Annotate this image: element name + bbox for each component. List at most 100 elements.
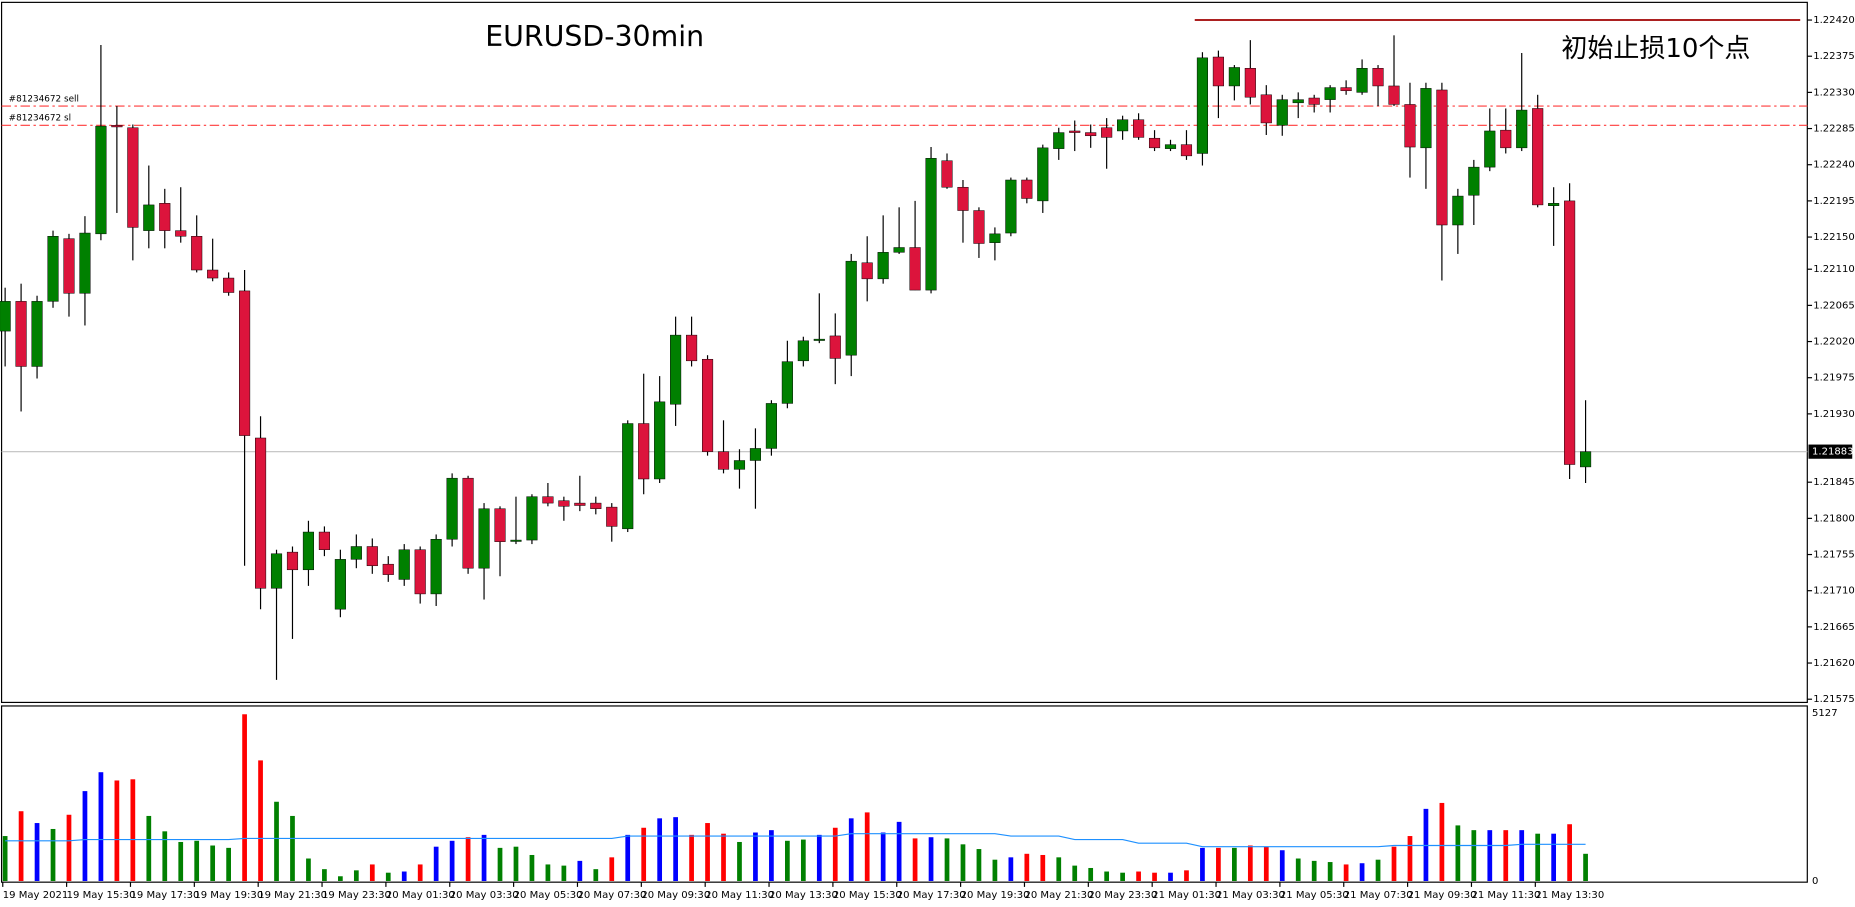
volume-bar (928, 837, 934, 881)
candle-body (717, 451, 730, 470)
x-tick-label: 19 May 23:30 (322, 890, 391, 901)
volume-bar (1104, 871, 1110, 881)
volume-bar (673, 817, 678, 881)
candle-body (191, 236, 203, 271)
volume-bar (944, 838, 950, 881)
x-tick-label: 20 May 11:30 (705, 890, 774, 901)
volume-bar (625, 834, 631, 881)
volume-bar (210, 845, 216, 881)
y-tick-label: 5127 (1812, 708, 1838, 719)
last-price-box (1808, 444, 1853, 459)
volume-bar (1487, 830, 1493, 881)
y-tick-label: 1.21710 (1813, 586, 1855, 597)
candle-body (1468, 166, 1480, 196)
candle-body (286, 551, 299, 571)
volume-bar (1311, 860, 1317, 881)
candle-body (558, 500, 570, 507)
volume-bar (1535, 833, 1541, 881)
x-tick-label: 19 May 17:30 (130, 890, 199, 901)
volume-bar (705, 823, 710, 881)
volume-bar (1583, 853, 1588, 881)
volume-bar (737, 841, 742, 881)
candle-body (1388, 85, 1400, 105)
volume-bar (545, 864, 551, 881)
volume-bar (785, 840, 790, 881)
candle-body (542, 496, 554, 504)
volume-bar (497, 847, 503, 881)
x-tick-label: 19 May 15:30 (67, 890, 136, 901)
y-tick-label: 1.22240 (1813, 160, 1855, 171)
y-tick-label: 1.21800 (1813, 513, 1855, 524)
volume-bar (689, 834, 694, 881)
volume-bar (1263, 846, 1269, 881)
volume-bar (609, 857, 615, 881)
candle-body (270, 553, 283, 589)
candle-body (1548, 203, 1560, 206)
chart-title: EURUSD-30min (485, 20, 704, 53)
candle-body (1037, 147, 1049, 202)
volume-bar (1567, 824, 1572, 881)
candle-body (159, 203, 171, 231)
volume-bar (1455, 825, 1461, 881)
candle-body (654, 401, 666, 480)
volume-bar (274, 801, 279, 881)
candle-body (1324, 87, 1336, 100)
volume-bar (1471, 830, 1477, 881)
volume-bar (1247, 845, 1253, 881)
volume-bar (465, 837, 471, 881)
volume-bar (1072, 865, 1078, 881)
volume-bar (82, 791, 88, 881)
volume-bar (593, 869, 599, 881)
x-tick-label: 21 May 01:30 (1152, 890, 1221, 901)
volume-ma (5, 833, 1586, 848)
volume-bar (1216, 847, 1221, 881)
candle-body (254, 437, 267, 589)
candle-body (829, 335, 841, 359)
volume-bar (1152, 872, 1157, 881)
candle-body (765, 403, 777, 449)
candle-body (574, 502, 586, 506)
volume-bar (1056, 857, 1062, 881)
candle-body (893, 247, 905, 253)
candle-body (207, 269, 219, 279)
last-price-label: 1.21883 (1812, 447, 1854, 458)
candle-body (398, 549, 410, 580)
candle-body (1356, 68, 1368, 93)
candle-body (1340, 87, 1352, 92)
candle-body (1564, 200, 1576, 465)
candle-body (1372, 68, 1384, 87)
volume-bar (1327, 862, 1333, 881)
candle-body (749, 448, 761, 461)
volume-bar (1519, 830, 1525, 881)
price-panel (0, 1, 1808, 704)
y-tick-label: 1.22285 (1813, 124, 1855, 135)
y-tick-label: 1.21755 (1813, 550, 1855, 561)
candle-body (973, 210, 985, 244)
volume-bar (369, 864, 375, 881)
volume-bar (1375, 859, 1381, 881)
candle-body (1164, 144, 1177, 149)
candle-body (909, 247, 921, 291)
volume-bar (1040, 854, 1046, 881)
candle-body (1244, 68, 1256, 98)
volume-bar (769, 830, 774, 881)
candle-body (1133, 119, 1145, 138)
x-tick-label: 21 May 05:30 (1280, 890, 1349, 901)
candle-body (175, 230, 187, 237)
x-tick-label: 21 May 07:30 (1344, 890, 1413, 901)
candle-body (1196, 57, 1208, 154)
candle-body (638, 423, 650, 480)
candle-body (1117, 119, 1129, 132)
candle-body (334, 559, 346, 610)
candle-body (127, 127, 139, 228)
y-tick-label: 1.21620 (1813, 658, 1855, 669)
order-label: #81234672 sell (9, 94, 79, 104)
volume-bar (1168, 872, 1173, 881)
candle-body (47, 236, 59, 302)
volume-bar (896, 821, 902, 881)
candle-body (1484, 130, 1496, 168)
candle-body (1021, 179, 1033, 199)
candle-body (1260, 94, 1272, 124)
volume-bar (976, 849, 982, 881)
volume-bar (992, 859, 998, 881)
